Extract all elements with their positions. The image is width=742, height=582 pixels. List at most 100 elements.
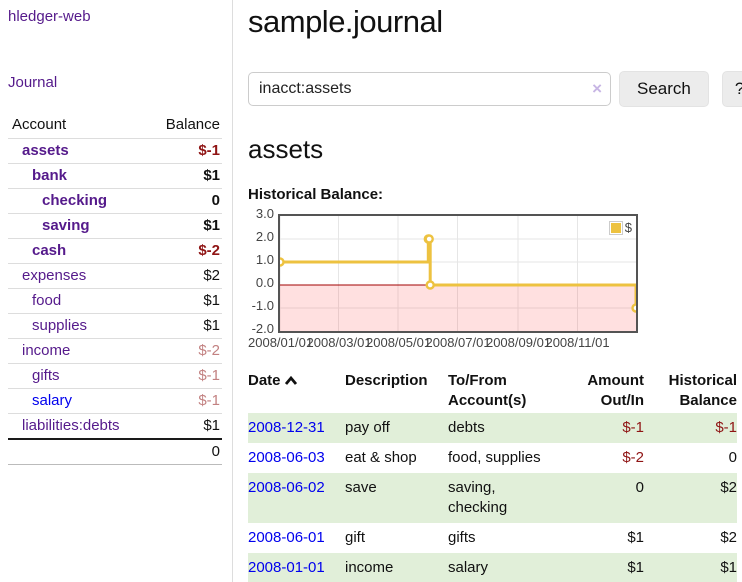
- transaction-date-link[interactable]: 2008-01-01: [248, 559, 325, 576]
- register-table: Date Description To/From Account(s) Amou…: [248, 369, 737, 582]
- account-link-gifts[interactable]: gifts: [32, 367, 60, 384]
- register-header-amount: Amount Out/In: [587, 372, 644, 409]
- account-row: income $-2: [8, 338, 222, 364]
- register-header-row: Date Description To/From Account(s) Amou…: [248, 369, 737, 413]
- y-axis-tick-label: 2.0: [255, 229, 274, 244]
- account-heading: assets: [248, 134, 324, 164]
- transaction-description: gift: [345, 529, 366, 546]
- transaction-date-link[interactable]: 2008-12-31: [248, 419, 325, 436]
- account-link-expenses[interactable]: expenses: [22, 267, 87, 284]
- transaction-balance: $2: [720, 529, 737, 546]
- help-button[interactable]: ?: [721, 71, 742, 107]
- account-link-liabilities-debts[interactable]: liabilities:debts: [22, 417, 120, 434]
- account-row: assets $-1: [8, 138, 222, 164]
- transaction-accounts: gifts: [448, 529, 476, 546]
- transaction-description: save: [345, 473, 448, 523]
- register-table-body: 2008-12-31 pay off debts $-1 $-1 2008-06-03 ea…: [248, 413, 737, 582]
- account-row: salary $-1: [8, 388, 222, 414]
- sidebar: hledger-web Journal Account Balance asse…: [0, 0, 233, 582]
- chart-canvas: [280, 216, 636, 331]
- legend-swatch-icon: [608, 220, 623, 235]
- accounts-table: Account Balance assets $-1 bank $1 checking 0…: [8, 112, 222, 465]
- sort-ascending-icon: [284, 375, 297, 385]
- transaction-accounts: debts: [448, 413, 572, 443]
- chart-legend: $: [608, 220, 632, 235]
- transaction-accounts: salary: [448, 553, 572, 582]
- search-button[interactable]: Search: [619, 71, 709, 107]
- clear-search-icon[interactable]: ×: [592, 79, 602, 98]
- account-link-bank[interactable]: bank: [32, 167, 68, 184]
- x-axis-tick-label: 2008/07/01: [425, 335, 491, 350]
- account-link-income[interactable]: income: [22, 342, 71, 359]
- accounts-total-spacer: [8, 438, 147, 465]
- accounts-table-body: assets $-1 bank $1 checking 0 saving $1 cash $-2 e…: [8, 138, 222, 440]
- date-header-label: Date: [248, 372, 281, 389]
- chart-plot-area[interactable]: $: [278, 214, 638, 333]
- account-balance: $1: [146, 213, 222, 239]
- account-row: food $1: [8, 288, 222, 314]
- transaction-amount: $1: [572, 553, 644, 582]
- account-balance: $-1: [146, 138, 222, 164]
- register-header-balance: Historical Balance: [668, 372, 737, 409]
- transaction-balance: 0: [728, 449, 737, 466]
- chart-title: Historical Balance:: [248, 186, 384, 203]
- page-title: sample.journal: [248, 4, 443, 39]
- x-axis-tick-label: 2008/03/01: [306, 335, 372, 350]
- account-link-cash[interactable]: cash: [32, 242, 67, 259]
- transaction-row: 2008-06-01 gift gifts $1 $2: [248, 523, 737, 553]
- transaction-date-link[interactable]: 2008-06-01: [248, 529, 325, 546]
- x-axis-tick-label: 2008/05/01: [366, 335, 432, 350]
- transaction-balance: $1: [644, 553, 737, 582]
- account-balance: $-2: [146, 338, 222, 364]
- transaction-row: 2008-01-01 income salary $1 $1: [248, 553, 737, 582]
- transaction-description: pay off: [345, 413, 448, 443]
- x-axis-tick-label: 2008/09/01: [485, 335, 552, 350]
- account-link-salary[interactable]: salary: [32, 392, 73, 409]
- y-axis-tick-label: 3.0: [255, 206, 274, 221]
- account-balance: $-2: [146, 238, 222, 264]
- transaction-amount: $-2: [622, 449, 644, 466]
- app-title: hledger-web: [8, 8, 222, 26]
- account-link-assets[interactable]: assets: [22, 142, 69, 159]
- accounts-total-row: 0: [8, 438, 222, 465]
- balance-chart: $ 3.0 2.0 1.0 0.0 -1.0 -2.0 2008/01/01 2008/03/…: [248, 206, 678, 354]
- register-header-accounts: To/From Account(s): [448, 372, 527, 409]
- transaction-row: 2008-06-03 eat & shop food, supplies $-2 0: [248, 443, 737, 473]
- x-axis-tick-label: 2008/11/01: [545, 335, 610, 350]
- transaction-date-link[interactable]: 2008-06-03: [248, 449, 325, 466]
- search-box: ×: [248, 72, 611, 106]
- account-row: liabilities:debts $1: [8, 413, 222, 440]
- transaction-description: income: [345, 553, 448, 582]
- account-balance: $2: [146, 263, 222, 289]
- accounts-header-balance: Balance: [146, 112, 222, 139]
- search-bar: × Search ?: [248, 71, 742, 107]
- account-balance: $-1: [146, 388, 222, 414]
- account-balance: $1: [146, 313, 222, 339]
- main-content: sample.journal × Search ? assets Histori…: [233, 0, 742, 582]
- transaction-description: eat & shop: [345, 449, 417, 466]
- accounts-header-row: Account Balance: [8, 112, 222, 139]
- account-row: checking 0: [8, 188, 222, 214]
- register-header-date[interactable]: Date: [248, 369, 345, 413]
- journal-link[interactable]: Journal: [8, 74, 58, 91]
- y-axis-tick-label: 1.0: [255, 252, 274, 267]
- y-axis-tick-label: -1.0: [251, 298, 274, 313]
- account-link-food[interactable]: food: [32, 292, 62, 309]
- x-axis-tick-label: 2008/01/01: [248, 335, 314, 350]
- y-axis-tick-label: 0.0: [255, 275, 274, 290]
- account-row: cash $-2: [8, 238, 222, 264]
- account-row: saving $1: [8, 213, 222, 239]
- account-link-supplies[interactable]: supplies: [32, 317, 88, 334]
- account-link-saving[interactable]: saving: [42, 217, 90, 234]
- transaction-row: 2008-06-02 save saving, checking 0 $2: [248, 473, 737, 523]
- account-row: expenses $2: [8, 263, 222, 289]
- transaction-date-link[interactable]: 2008-06-02: [248, 479, 325, 496]
- account-balance: $1: [146, 163, 222, 189]
- transaction-amount: $-1: [572, 413, 644, 443]
- search-input[interactable]: [248, 72, 611, 106]
- app-title-link[interactable]: hledger-web: [8, 8, 91, 25]
- account-link-checking[interactable]: checking: [42, 192, 108, 209]
- transaction-accounts: saving, checking: [448, 473, 572, 523]
- register-header-description: Description: [345, 372, 428, 389]
